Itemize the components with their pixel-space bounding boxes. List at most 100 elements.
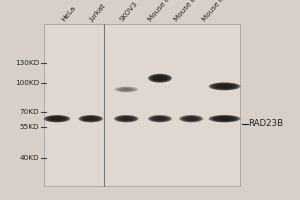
Ellipse shape	[217, 117, 232, 121]
Ellipse shape	[182, 116, 200, 121]
Ellipse shape	[211, 116, 238, 122]
Ellipse shape	[210, 115, 239, 122]
Ellipse shape	[83, 117, 98, 121]
Ellipse shape	[219, 85, 230, 88]
Ellipse shape	[188, 118, 194, 120]
Ellipse shape	[82, 116, 99, 121]
Ellipse shape	[118, 116, 134, 121]
Text: HeLa: HeLa	[60, 5, 76, 23]
Text: 40KD: 40KD	[20, 155, 39, 161]
Ellipse shape	[215, 117, 234, 121]
Ellipse shape	[181, 116, 201, 122]
Ellipse shape	[156, 77, 164, 80]
Text: SKOV3: SKOV3	[118, 1, 139, 23]
Ellipse shape	[120, 117, 133, 121]
Ellipse shape	[52, 117, 63, 120]
Ellipse shape	[114, 87, 139, 92]
Ellipse shape	[121, 117, 131, 120]
Ellipse shape	[85, 117, 96, 120]
Text: 55KD: 55KD	[20, 124, 39, 130]
Ellipse shape	[153, 76, 167, 81]
Ellipse shape	[118, 87, 134, 91]
Ellipse shape	[46, 116, 68, 122]
Text: Mouse brain: Mouse brain	[173, 0, 206, 23]
Ellipse shape	[49, 117, 65, 121]
Ellipse shape	[152, 116, 168, 121]
Ellipse shape	[153, 117, 167, 121]
Text: 70KD: 70KD	[20, 109, 39, 115]
Bar	[44, 24, 240, 186]
Ellipse shape	[180, 115, 202, 122]
Ellipse shape	[154, 117, 166, 121]
Ellipse shape	[85, 117, 97, 121]
Ellipse shape	[117, 116, 136, 121]
Ellipse shape	[80, 115, 102, 122]
Ellipse shape	[115, 115, 138, 122]
Ellipse shape	[217, 84, 232, 88]
Ellipse shape	[220, 85, 229, 87]
Ellipse shape	[149, 115, 171, 122]
Ellipse shape	[121, 88, 131, 91]
Ellipse shape	[155, 76, 165, 80]
Ellipse shape	[213, 83, 236, 89]
Ellipse shape	[119, 117, 134, 121]
Ellipse shape	[187, 117, 195, 120]
Ellipse shape	[122, 117, 130, 120]
Ellipse shape	[149, 74, 171, 82]
Ellipse shape	[208, 82, 241, 90]
Text: 100KD: 100KD	[15, 80, 39, 86]
Ellipse shape	[123, 118, 129, 120]
Ellipse shape	[47, 116, 67, 121]
Text: Mouse testis: Mouse testis	[147, 0, 181, 23]
Ellipse shape	[156, 117, 164, 120]
Ellipse shape	[151, 75, 169, 82]
Ellipse shape	[44, 115, 70, 122]
Ellipse shape	[154, 76, 166, 80]
Ellipse shape	[218, 117, 231, 120]
Ellipse shape	[211, 83, 238, 90]
Ellipse shape	[54, 118, 60, 120]
Ellipse shape	[152, 75, 168, 81]
Ellipse shape	[220, 118, 229, 120]
Ellipse shape	[157, 77, 163, 79]
Ellipse shape	[214, 84, 235, 89]
Ellipse shape	[155, 117, 165, 120]
Ellipse shape	[120, 88, 133, 91]
Ellipse shape	[48, 116, 66, 121]
Text: 130KD: 130KD	[15, 60, 39, 66]
Ellipse shape	[78, 115, 103, 122]
Text: Jurkat: Jurkat	[88, 3, 107, 23]
Ellipse shape	[116, 87, 136, 92]
Ellipse shape	[45, 115, 69, 122]
Ellipse shape	[150, 74, 170, 82]
Ellipse shape	[116, 116, 136, 122]
Ellipse shape	[81, 116, 100, 121]
Ellipse shape	[215, 84, 234, 89]
Ellipse shape	[117, 87, 136, 92]
Ellipse shape	[150, 116, 170, 122]
Ellipse shape	[157, 118, 163, 120]
Ellipse shape	[88, 118, 94, 120]
Ellipse shape	[183, 116, 199, 121]
Ellipse shape	[210, 83, 239, 90]
Ellipse shape	[119, 88, 134, 91]
Ellipse shape	[186, 117, 196, 120]
Ellipse shape	[219, 117, 230, 120]
Ellipse shape	[185, 117, 197, 121]
Ellipse shape	[50, 117, 64, 121]
Text: RAD23B: RAD23B	[248, 119, 283, 128]
Ellipse shape	[114, 115, 139, 122]
Ellipse shape	[80, 116, 101, 122]
Ellipse shape	[208, 115, 241, 122]
Ellipse shape	[179, 115, 203, 122]
Ellipse shape	[115, 87, 138, 92]
Text: Mouse liver: Mouse liver	[202, 0, 233, 23]
Ellipse shape	[148, 74, 172, 83]
Ellipse shape	[151, 116, 169, 121]
Ellipse shape	[184, 117, 198, 121]
Ellipse shape	[218, 85, 231, 88]
Ellipse shape	[214, 116, 235, 121]
Ellipse shape	[87, 117, 95, 120]
Ellipse shape	[52, 117, 62, 120]
Ellipse shape	[213, 116, 236, 121]
